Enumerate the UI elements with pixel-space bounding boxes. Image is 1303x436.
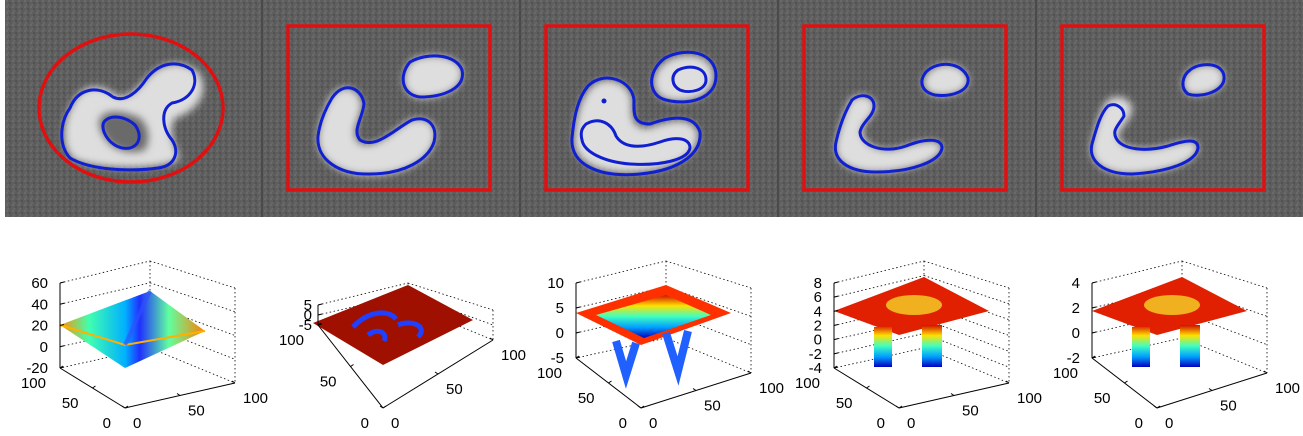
segmentation-contour	[401, 54, 464, 99]
segmentation-contour	[316, 86, 437, 176]
surface-mesh	[313, 285, 473, 365]
y-tick-label: 0	[907, 415, 915, 432]
z-tick-label: 0	[556, 325, 564, 342]
z-tick-label: 40	[31, 296, 48, 313]
y-tick-label: 100	[243, 390, 268, 407]
x-tick-label: 0	[877, 415, 885, 432]
y-tick-label: 50	[704, 398, 721, 415]
y-tick-label: 0	[133, 415, 141, 432]
x-tick-label: 100	[1053, 365, 1078, 382]
initial-contour-ellipse	[37, 32, 225, 184]
z-tick-label: -5	[551, 350, 564, 367]
x-tick-label: 100	[795, 375, 820, 392]
seg-panel-2	[286, 24, 492, 192]
segmentation-contour	[570, 76, 702, 177]
z-tick-label: 2	[814, 318, 822, 335]
z-tick-label: -20	[26, 360, 48, 377]
y-tick-label: 50	[188, 403, 205, 420]
y-tick-label: 100	[1017, 390, 1042, 407]
z-tick-label: -2	[809, 346, 822, 363]
z-tick-label: 0	[304, 307, 312, 324]
z-tick-label: -4	[809, 360, 822, 377]
z-tick-label: 20	[31, 318, 48, 335]
x-tick-label: 0	[361, 415, 369, 432]
segmentation-contour	[671, 65, 708, 94]
x-tick-label: 0	[103, 415, 111, 432]
y-tick-label: 100	[759, 380, 784, 397]
z-tick-label: 8	[814, 275, 822, 292]
z-tick-label: 60	[31, 275, 48, 292]
z-tick-label: 4	[1072, 275, 1080, 292]
z-tick-label: -2	[1067, 350, 1080, 367]
segmentation-contour	[60, 62, 197, 172]
z-tick-label: 10	[547, 275, 564, 292]
initial-contour-rectangle	[544, 24, 750, 192]
y-tick-label: 50	[962, 403, 979, 420]
z-tick-label: 6	[814, 289, 822, 306]
x-tick-label: 100	[537, 365, 562, 382]
x-tick-label: 0	[1135, 415, 1143, 432]
z-tick-label: 5	[304, 297, 312, 314]
y-tick-label: 100	[501, 347, 526, 364]
segmentation-contour	[833, 94, 944, 174]
y-tick-label: 50	[446, 381, 463, 398]
x-tick-label: 100	[279, 332, 304, 349]
initial-contour-rectangle	[1060, 24, 1266, 192]
x-tick-label: 50	[836, 395, 853, 412]
x-tick-label: 50	[1094, 390, 1111, 407]
x-tick-label: 0	[619, 415, 627, 432]
segmentation-contour	[579, 119, 692, 166]
segmentation-contour	[650, 50, 718, 104]
y-tick-label: 0	[649, 415, 657, 432]
initial-contour-rectangle	[286, 24, 492, 192]
segmentation-contour	[1181, 63, 1226, 97]
z-tick-label: 0	[814, 332, 822, 349]
y-tick-label: 0	[391, 415, 399, 432]
z-tick-label: 0	[40, 339, 48, 356]
z-tick-label: 0	[1072, 325, 1080, 342]
seg-panel-4	[802, 24, 1008, 192]
segmentation-contour	[1089, 103, 1200, 176]
initial-contour-rectangle	[802, 24, 1008, 192]
seg-panel-1	[37, 32, 225, 184]
seg-panel-5	[1060, 24, 1266, 192]
x-tick-label: 50	[62, 395, 79, 412]
z-tick-label: -5	[299, 317, 312, 334]
y-tick-label: 50	[1220, 398, 1237, 415]
z-tick-label: 4	[814, 303, 822, 320]
z-tick-label: 2	[1072, 300, 1080, 317]
segmentation-contour	[920, 62, 970, 97]
z-tick-label: 5	[556, 300, 564, 317]
x-tick-label: 50	[578, 390, 595, 407]
y-tick-label: 0	[1165, 415, 1173, 432]
segmentation-strip	[5, 0, 1303, 217]
seg-panel-3	[544, 24, 750, 192]
y-tick-label: 100	[1275, 380, 1300, 397]
x-tick-label: 100	[21, 375, 46, 392]
x-tick-label: 50	[320, 374, 337, 391]
